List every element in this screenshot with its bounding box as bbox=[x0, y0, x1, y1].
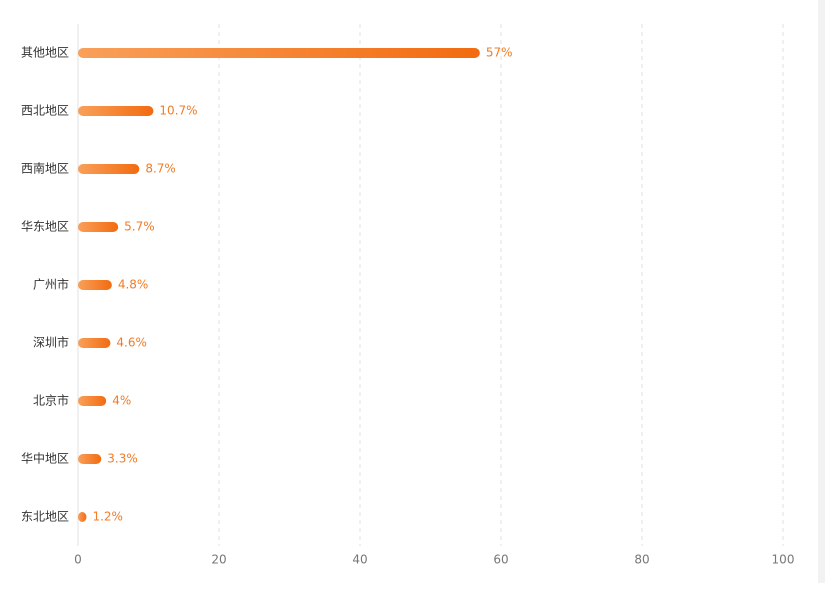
value-label: 4.8% bbox=[118, 278, 149, 292]
value-label: 5.7% bbox=[124, 220, 155, 234]
x-tick-label: 20 bbox=[211, 553, 226, 567]
y-tick-label: 北京市 bbox=[33, 393, 69, 408]
y-tick-label: 东北地区 bbox=[21, 510, 69, 524]
x-tick-label: 0 bbox=[74, 553, 82, 567]
bar bbox=[78, 48, 480, 58]
value-label: 4.6% bbox=[116, 336, 146, 350]
y-tick-label: 其他地区 bbox=[21, 46, 69, 60]
value-label: 8.7% bbox=[145, 162, 176, 176]
x-tick-label: 60 bbox=[493, 553, 508, 567]
bar bbox=[78, 106, 154, 116]
y-tick-label: 华东地区 bbox=[21, 220, 69, 234]
y-tick-label: 西北地区 bbox=[21, 104, 69, 118]
y-tick-label: 广州市 bbox=[33, 277, 69, 292]
value-label: 4% bbox=[112, 394, 131, 408]
y-tick-label: 西南地区 bbox=[21, 161, 69, 176]
x-tick-label: 80 bbox=[634, 553, 649, 567]
bar bbox=[78, 454, 102, 464]
value-label: 3.3% bbox=[107, 452, 138, 466]
value-label: 10.7% bbox=[159, 104, 197, 118]
x-tick-label: 40 bbox=[352, 553, 367, 567]
bar bbox=[78, 338, 111, 348]
bar bbox=[78, 164, 140, 174]
bar bbox=[78, 396, 107, 406]
value-label: 57% bbox=[486, 46, 513, 60]
x-tick-label: 100 bbox=[772, 553, 795, 567]
scrollbar bbox=[818, 0, 825, 583]
bar bbox=[78, 222, 119, 232]
value-label: 1.2% bbox=[92, 510, 123, 524]
y-tick-label: 深圳市 bbox=[33, 335, 69, 350]
y-tick-label: 华中地区 bbox=[21, 451, 69, 466]
bar bbox=[78, 512, 87, 522]
bar bbox=[78, 280, 112, 290]
